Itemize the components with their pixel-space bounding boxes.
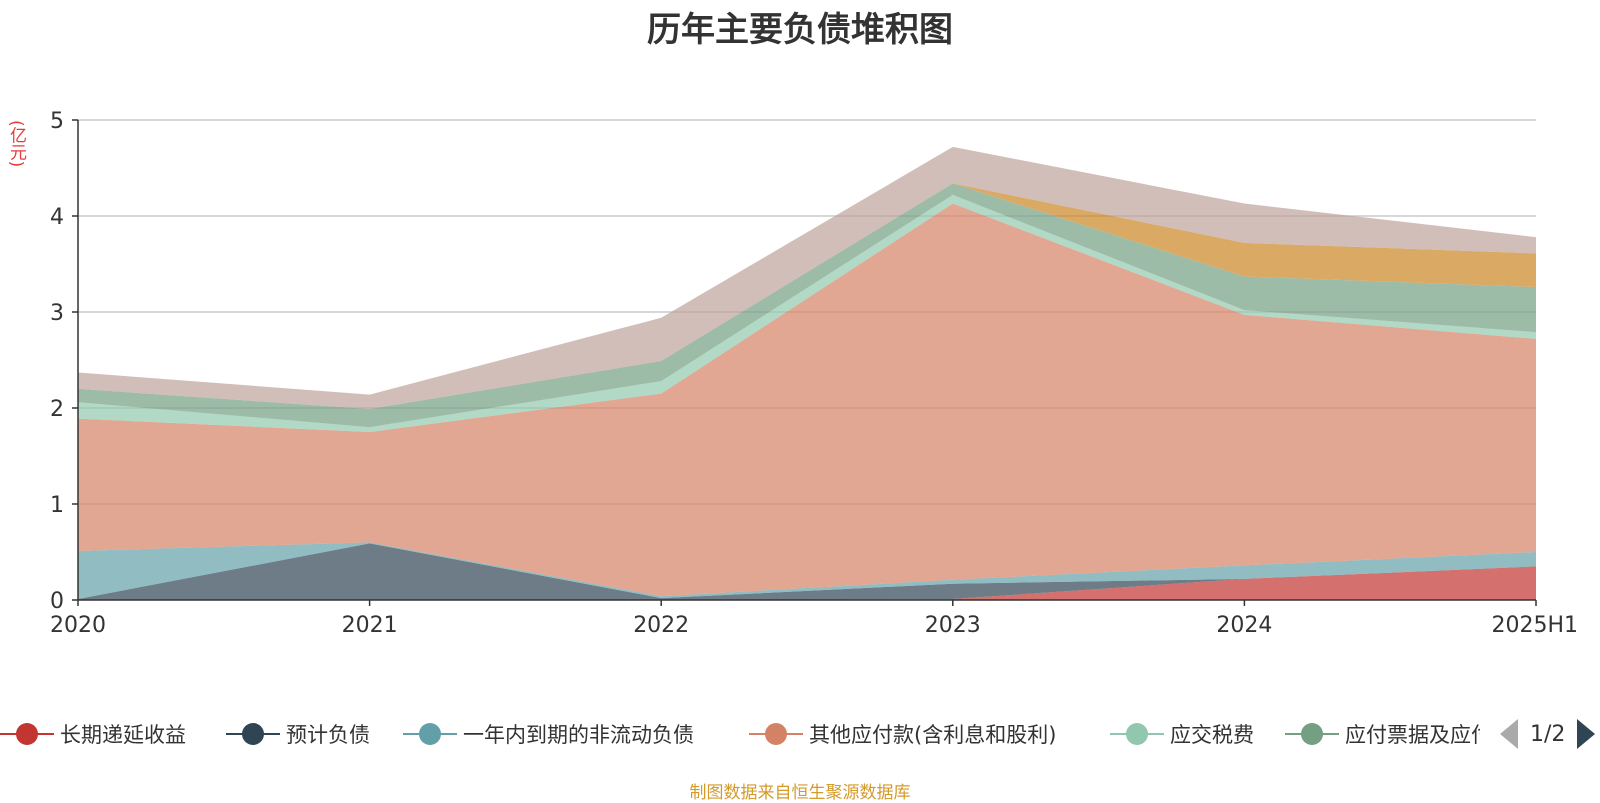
- legend-pager: 1/2: [1500, 717, 1596, 751]
- legend-item-label: 长期递延收益: [60, 723, 186, 747]
- y-tick-label: 3: [50, 301, 64, 326]
- area-series-4: [78, 203, 1536, 597]
- x-tick-label: 2024: [1216, 613, 1272, 638]
- legend-prev-page-icon[interactable]: [1500, 719, 1518, 749]
- y-tick-label: 0: [50, 589, 64, 614]
- legend-item[interactable]: 其他应付款(含利息和股利): [749, 717, 1056, 751]
- area-series-8: [78, 146, 1536, 409]
- legend-items: 长期递延收益 预计负债 一年内到期的非流动负债 其他应付款(含利息和股利) 应交税费 应付…: [0, 717, 1480, 751]
- legend-marker-icon: [403, 723, 457, 745]
- y-tick-label: 5: [50, 109, 64, 134]
- legend-item-label: 其他应付款(含利息和股利): [809, 723, 1057, 747]
- chart-title: 历年主要负债堆积图: [647, 10, 953, 50]
- x-tick-label: 2020: [50, 613, 106, 638]
- y-axis-unit-label: (亿元): [6, 120, 26, 168]
- legend: 长期递延收益 预计负债 一年内到期的非流动负债 其他应付款(含利息和股利) 应交税费 应付…: [0, 717, 1600, 751]
- legend-item-label: 一年内到期的非流动负债: [463, 723, 694, 747]
- legend-item[interactable]: 预计负债: [226, 717, 370, 751]
- legend-marker-icon: [749, 723, 803, 745]
- legend-item[interactable]: 一年内到期的非流动负债: [403, 717, 694, 751]
- x-tick-label: 2025H1: [1491, 613, 1578, 638]
- data-source-note: 制图数据来自恒生聚源数据库: [689, 783, 911, 803]
- y-tick-label: 4: [50, 205, 64, 230]
- area-series-6: [78, 183, 1536, 428]
- legend-next-page-icon[interactable]: [1577, 719, 1596, 749]
- legend-item[interactable]: 应交税费: [1110, 717, 1254, 751]
- y-tick-label: 2: [50, 397, 64, 422]
- legend-item-label: 应付票据及应付账款: [1345, 723, 1480, 747]
- legend-marker-icon: [1110, 723, 1164, 745]
- x-tick-label: 2022: [633, 613, 689, 638]
- y-tick-label: 1: [50, 493, 64, 518]
- legend-marker-icon: [0, 723, 54, 745]
- legend-item[interactable]: 应付票据及应付账款: [1285, 717, 1480, 751]
- area-series-1: [78, 566, 1536, 600]
- legend-item-label: 应交税费: [1170, 723, 1254, 747]
- legend-marker-icon: [1285, 723, 1339, 745]
- legend-item[interactable]: 长期递延收益: [0, 717, 186, 751]
- legend-marker-icon: [226, 723, 280, 745]
- legend-item-label: 预计负债: [286, 723, 370, 747]
- x-tick-label: 2021: [342, 613, 398, 638]
- x-tick-label: 2023: [925, 613, 981, 638]
- area-series-5: [78, 194, 1536, 432]
- area-series-2: [78, 543, 1536, 600]
- legend-page-indicator: 1/2: [1530, 721, 1566, 747]
- area-series-7: [78, 183, 1536, 409]
- area-series-3: [78, 542, 1536, 599]
